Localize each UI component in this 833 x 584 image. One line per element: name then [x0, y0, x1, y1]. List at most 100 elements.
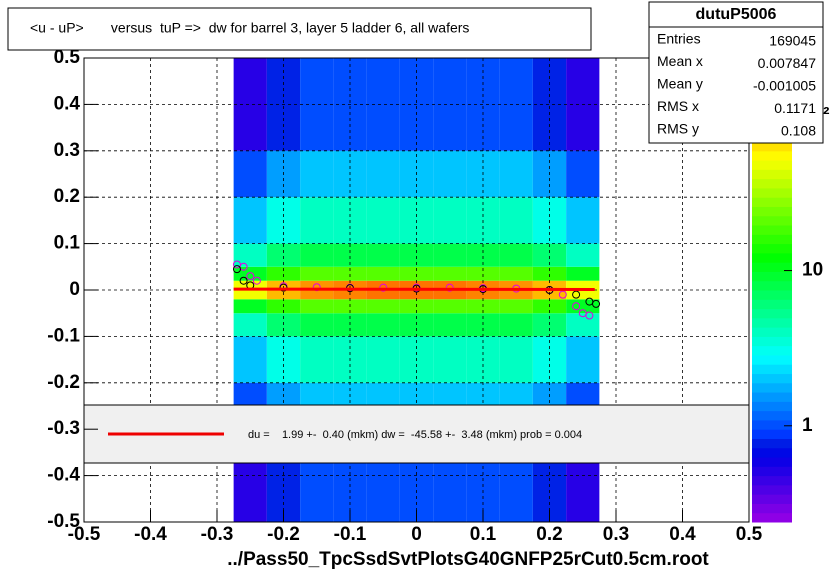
- heat-cell: [234, 313, 267, 336]
- palette-step: [752, 485, 792, 495]
- palette-step: [752, 197, 792, 207]
- palette-step: [752, 169, 792, 179]
- heat-cell: [433, 244, 466, 267]
- palette-step: [752, 299, 792, 309]
- heat-cell: [566, 336, 599, 382]
- x-tick-label: 0: [411, 524, 422, 545]
- heat-cell: [300, 244, 333, 267]
- heat-cell: [367, 336, 400, 382]
- heat-cell: [500, 197, 533, 243]
- heat-cell: [300, 267, 333, 281]
- heat-cell: [367, 267, 400, 281]
- y-tick-label: 0.2: [54, 186, 80, 207]
- heat-cell: [500, 244, 533, 267]
- stats-value: 0.108: [781, 123, 816, 139]
- x-tick-label: -0.2: [267, 524, 300, 545]
- x-axis-title: ../Pass50_TpcSsdSvtPlotsG40GNFP25rCut0.5…: [227, 549, 709, 570]
- palette-step: [752, 503, 792, 513]
- stats-label: RMS y: [657, 121, 699, 137]
- palette-step: [752, 457, 792, 467]
- stats-value: 169045: [769, 33, 816, 49]
- x-tick-label: 0.1: [470, 524, 497, 545]
- y-tick-label: -0.1: [47, 325, 80, 346]
- z-tick-label: 1: [802, 415, 813, 436]
- palette-step: [752, 281, 792, 291]
- y-tick-label: -0.5: [47, 511, 80, 532]
- heat-cell: [234, 197, 267, 243]
- heat-cell: [234, 336, 267, 382]
- palette-step: [752, 383, 792, 393]
- heat-cell: [234, 299, 267, 313]
- palette-step: [752, 429, 792, 439]
- heat-cell: [500, 267, 533, 281]
- palette-step: [752, 392, 792, 402]
- palette-step: [752, 327, 792, 337]
- palette-step: [752, 438, 792, 448]
- heat-cell: [367, 151, 400, 197]
- chart-title: <u - uP> versus tuP => dw for barrel 3, …: [30, 20, 469, 36]
- palette-step: [752, 411, 792, 421]
- x-tick-label: 0.3: [603, 524, 629, 545]
- heat-cell: [566, 151, 599, 197]
- palette-step: [752, 188, 792, 198]
- heat-cell: [367, 197, 400, 243]
- z-tick-label: 10: [802, 260, 823, 281]
- stats-value: 0.007847: [758, 55, 817, 71]
- palette-step: [752, 374, 792, 384]
- legend-text: du = 1.99 +- 0.40 (mkm) dw = -45.58 +- 3…: [248, 429, 582, 441]
- heat-cell: [300, 313, 333, 336]
- palette-step: [752, 336, 792, 346]
- palette-step: [752, 271, 792, 281]
- heat-cell: [367, 299, 400, 313]
- heat-cell: [300, 151, 333, 197]
- heat-cell: [500, 313, 533, 336]
- palette-step: [752, 309, 792, 319]
- heat-cell: [566, 244, 599, 267]
- x-tick-label: 0.2: [536, 524, 562, 545]
- palette-step: [752, 513, 792, 523]
- heat-cell: [500, 336, 533, 382]
- palette-step: [752, 234, 792, 244]
- heat-cell: [500, 299, 533, 313]
- palette-step: [752, 346, 792, 356]
- palette-step: [752, 448, 792, 458]
- palette-step: [752, 253, 792, 263]
- y-tick-label: -0.3: [47, 418, 80, 439]
- palette-step: [752, 494, 792, 504]
- palette-step: [752, 401, 792, 411]
- palette-step: [752, 476, 792, 486]
- palette-step: [752, 206, 792, 216]
- stats-label: RMS x: [657, 98, 699, 114]
- x-tick-label: -0.1: [334, 524, 367, 545]
- y-tick-label: -0.4: [47, 465, 80, 486]
- palette-step: [752, 355, 792, 365]
- palette-step: [752, 179, 792, 189]
- palette-step: [752, 364, 792, 374]
- palette-step: [752, 244, 792, 254]
- x-tick-label: 0.5: [736, 524, 763, 545]
- palette-step: [752, 420, 792, 430]
- palette-step: [752, 466, 792, 476]
- heat-cell: [433, 313, 466, 336]
- heat-cell: [300, 58, 333, 151]
- stats-label: Mean x: [657, 53, 703, 69]
- heat-cell: [367, 313, 400, 336]
- stats-value: -0.001005: [753, 78, 816, 94]
- heat-cell: [433, 197, 466, 243]
- y-tick-label: 0.3: [54, 140, 80, 161]
- heat-cell: [300, 299, 333, 313]
- stats-label: Mean y: [657, 76, 703, 92]
- stats-label: Entries: [657, 31, 701, 47]
- heat-cell: [433, 151, 466, 197]
- palette-step: [752, 151, 792, 161]
- heat-cell: [566, 267, 599, 281]
- x-tick-label: -0.4: [134, 524, 167, 545]
- y-tick-label: -0.2: [47, 372, 80, 393]
- heat-cell: [234, 244, 267, 267]
- palette-step: [752, 290, 792, 300]
- stats-title: dutuP5006: [696, 6, 777, 23]
- y-tick-label: 0.4: [54, 93, 81, 114]
- palette-step: [752, 216, 792, 226]
- y-tick-label: 0.5: [54, 47, 81, 68]
